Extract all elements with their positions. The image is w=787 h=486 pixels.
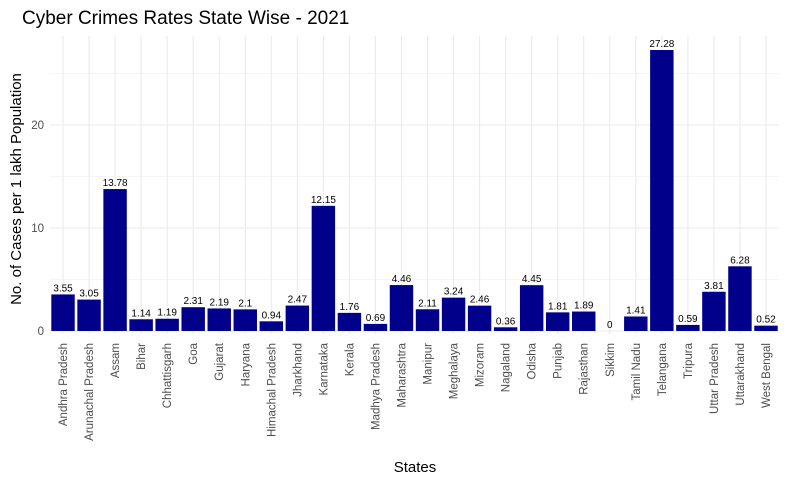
data-labels: 3.55 3.05 13.78 1.14 1.19 2.31 2.19 2.1 0.94 2.47… xyxy=(53,39,776,331)
data-label: 4.46 xyxy=(392,274,412,285)
data-label: 3.81 xyxy=(704,281,724,292)
y-tick-label: 0 xyxy=(38,326,44,338)
x-tick-label: Tripura xyxy=(683,342,695,379)
x-axis-title: States xyxy=(394,459,437,476)
data-label: 0.59 xyxy=(678,314,698,325)
bar xyxy=(51,294,75,331)
x-tick-label: West Bengal xyxy=(761,343,773,408)
bar xyxy=(181,307,205,331)
x-tick-label: Goa xyxy=(188,342,200,364)
x-tick-label: Madhya Pradesh xyxy=(370,343,382,430)
data-label: 0.52 xyxy=(756,315,776,326)
y-axis-title: No. of Cases per 1 lakh Population xyxy=(8,73,25,305)
bar xyxy=(415,309,440,331)
bar xyxy=(702,291,726,331)
data-label: 3.55 xyxy=(53,283,73,294)
data-label: 0.69 xyxy=(366,313,386,324)
data-label: 4.45 xyxy=(522,274,542,285)
x-tick-label: Kerala xyxy=(344,342,356,376)
bar xyxy=(728,266,752,331)
bar xyxy=(650,50,674,332)
data-label: 27.28 xyxy=(649,39,674,50)
x-tick-label: Gujarat xyxy=(214,342,226,381)
x-tick-label: Haryana xyxy=(240,342,252,386)
x-tick-label: Assam xyxy=(110,343,122,378)
chart-title: Cyber Crimes Rates State Wise - 2021 xyxy=(22,8,349,29)
x-tick-label: Meghalaya xyxy=(449,342,461,399)
bars xyxy=(51,50,778,332)
x-tick-label: Mizoram xyxy=(475,343,487,387)
x-axis-ticks: Andhra Pradesh Arunachal Pradesh Assam Biha… xyxy=(58,342,773,441)
y-tick-label: 10 xyxy=(31,223,44,235)
data-label: 2.31 xyxy=(183,296,203,307)
data-label: 1.81 xyxy=(548,301,568,312)
bar xyxy=(77,299,101,331)
x-tick-label: Jharkhand xyxy=(292,343,304,397)
x-tick-label: Arunachal Pradesh xyxy=(84,343,96,441)
data-label: 1.76 xyxy=(340,302,360,313)
x-tick-label: Maharashtra xyxy=(396,342,408,407)
bar xyxy=(676,324,700,331)
data-label: 0.36 xyxy=(496,316,516,327)
data-label: 13.78 xyxy=(103,178,128,189)
bar xyxy=(389,285,414,331)
data-label: 3.05 xyxy=(79,289,99,300)
bar xyxy=(363,323,388,331)
data-label: 6.28 xyxy=(730,255,750,266)
bar xyxy=(337,312,362,331)
data-label: 2.46 xyxy=(470,295,490,306)
bar xyxy=(129,319,153,331)
bar xyxy=(285,305,310,331)
x-tick-label: Andhra Pradesh xyxy=(58,343,70,426)
data-label: 1.14 xyxy=(131,308,151,319)
data-label: 12.15 xyxy=(311,195,336,206)
data-label: 0.94 xyxy=(262,310,282,321)
data-label: 2.11 xyxy=(418,298,437,309)
grid-lines xyxy=(50,36,779,334)
bar xyxy=(103,189,127,331)
data-label: 2.1 xyxy=(238,298,252,309)
bar xyxy=(754,325,778,331)
x-tick-label: Punjab xyxy=(553,343,565,379)
data-label: 2.47 xyxy=(288,295,308,306)
bar xyxy=(493,327,518,331)
bar xyxy=(311,205,336,331)
bar xyxy=(155,318,179,331)
x-tick-label: Himachal Pradesh xyxy=(266,343,278,437)
data-label: 1.89 xyxy=(574,301,594,312)
x-tick-label: Uttar Pradesh xyxy=(709,343,721,414)
x-tick-label: Sikkim xyxy=(605,343,617,377)
bar xyxy=(545,312,570,331)
bar xyxy=(441,297,466,331)
bar xyxy=(519,285,544,331)
bar xyxy=(233,309,257,331)
x-tick-label: Rajasthan xyxy=(579,343,591,395)
y-tick-label: 20 xyxy=(31,120,44,132)
data-label: 2.19 xyxy=(209,297,229,308)
data-label: 1.41 xyxy=(626,305,646,316)
x-tick-label: Tamil Nadu xyxy=(631,343,643,401)
bar xyxy=(572,311,596,331)
x-tick-label: Bihar xyxy=(136,343,148,370)
x-tick-label: Chhattisgarh xyxy=(162,343,174,408)
x-tick-label: Manipur xyxy=(423,343,435,385)
bar xyxy=(467,305,492,331)
y-axis-ticks: 0 10 20 xyxy=(31,120,44,338)
bar xyxy=(624,316,648,331)
x-tick-label: Uttarakhand xyxy=(735,343,747,406)
bar xyxy=(207,308,231,331)
data-label: 3.24 xyxy=(444,287,464,298)
data-label: 1.19 xyxy=(157,308,177,319)
x-tick-label: Telangana xyxy=(657,342,669,396)
data-label: 0 xyxy=(607,320,613,331)
x-tick-label: Odisha xyxy=(527,342,539,379)
x-tick-label: Karnataka xyxy=(318,342,330,395)
bar xyxy=(259,321,284,331)
x-tick-label: Nagaland xyxy=(501,343,513,392)
